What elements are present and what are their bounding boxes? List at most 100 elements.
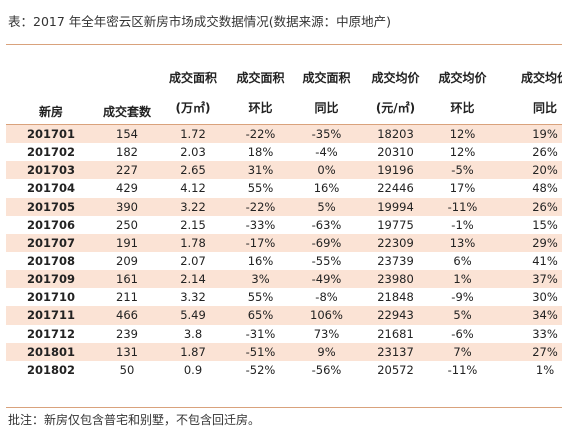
- table-row: 201706 250 2.15 -33% -63% 19775 -1% 15%: [6, 215, 562, 234]
- month-cell: 201702: [6, 143, 96, 162]
- area-cell: 1.78: [158, 233, 228, 252]
- header-area: 成交面积: [168, 71, 217, 85]
- table-caption: 表：2017 年全年密云区新房市场成交数据情况(数据来源：中原地产): [8, 14, 392, 29]
- header-price-yoy: 成交均价: [520, 71, 562, 85]
- header-area-mom: 成交面积: [236, 71, 285, 85]
- price-yoy-cell: 19%: [494, 124, 562, 144]
- units-cell: 50: [96, 360, 158, 379]
- price-yoy-cell: 33%: [494, 324, 562, 343]
- area-mom-cell: -22%: [228, 124, 293, 144]
- price-mom-cell: -5%: [431, 161, 494, 180]
- table-note: 批注：新房仅包含普宅和别墅，不包含回迁房。: [8, 413, 261, 427]
- bottom-rule: [6, 407, 562, 408]
- area-mom-cell: 3%: [228, 270, 293, 289]
- table-row: 201704 429 4.12 55% 16% 22446 17% 48%: [6, 179, 562, 198]
- table-row: 201709 161 2.14 3% -49% 23980 1% 37%: [6, 270, 562, 289]
- sales-table: 新房 成交套数 成交面积 成交面积 成交面积 成交均价 成交均价 成交均价 (万…: [6, 48, 562, 379]
- table-row: 201708 209 2.07 16% -55% 23739 6% 41%: [6, 251, 562, 271]
- area-mom-cell: 18%: [228, 143, 293, 162]
- month-cell: 201703: [6, 161, 96, 180]
- top-rule: [6, 44, 562, 45]
- price-mom-cell: 13%: [431, 233, 494, 252]
- area-yoy-cell: -69%: [293, 233, 360, 252]
- price-mom-cell: -11%: [431, 360, 494, 379]
- price-cell: 19775: [360, 215, 431, 234]
- area-yoy-cell: 0%: [293, 161, 360, 180]
- area-cell: 2.65: [158, 161, 228, 180]
- area-mom-cell: -17%: [228, 233, 293, 252]
- price-yoy-cell: 20%: [494, 161, 562, 180]
- area-mom-cell: -51%: [228, 342, 293, 361]
- price-yoy-cell: 29%: [494, 233, 562, 252]
- price-mom-cell: 5%: [431, 306, 494, 325]
- price-mom-cell: -9%: [431, 288, 494, 307]
- units-cell: 390: [96, 197, 158, 216]
- area-yoy-cell: 106%: [293, 306, 360, 325]
- month-cell: 201802: [6, 360, 96, 379]
- units-cell: 429: [96, 179, 158, 198]
- price-cell: 20310: [360, 143, 431, 162]
- area-cell: 1.87: [158, 342, 228, 361]
- subheader-area-yoy: 同比: [314, 100, 339, 115]
- table-row: 201701 154 1.72 -22% -35% 18203 12% 19%: [6, 124, 562, 144]
- price-yoy-cell: 30%: [494, 288, 562, 307]
- units-cell: 250: [96, 215, 158, 234]
- table-header: 新房 成交套数 成交面积 成交面积 成交面积 成交均价 成交均价 成交均价 (万…: [6, 48, 562, 125]
- area-mom-cell: 16%: [228, 251, 293, 271]
- price-cell: 21848: [360, 288, 431, 307]
- price-cell: 19994: [360, 197, 431, 216]
- month-cell: 201707: [6, 233, 96, 252]
- area-yoy-cell: -55%: [293, 251, 360, 271]
- units-cell: 154: [96, 124, 158, 144]
- header-area-yoy: 成交面积: [302, 71, 351, 85]
- month-cell: 201701: [6, 124, 96, 144]
- area-cell: 0.9: [158, 360, 228, 379]
- area-yoy-cell: -35%: [293, 124, 360, 144]
- table-row: 201712 239 3.8 -31% 73% 21681 -6% 33%: [6, 324, 562, 343]
- month-cell: 201710: [6, 288, 96, 307]
- area-mom-cell: -52%: [228, 360, 293, 379]
- header-units: 成交套数: [102, 105, 151, 119]
- table-row: 201802 50 0.9 -52% -56% 20572 -11% 1%: [6, 360, 562, 379]
- area-yoy-cell: -8%: [293, 288, 360, 307]
- price-cell: 18203: [360, 124, 431, 144]
- header-price-mom: 成交均价: [438, 71, 487, 85]
- month-cell: 201708: [6, 251, 96, 271]
- price-mom-cell: 12%: [431, 124, 494, 144]
- area-mom-cell: -33%: [228, 215, 293, 234]
- units-cell: 227: [96, 161, 158, 180]
- price-mom-cell: 7%: [431, 342, 494, 361]
- subheader-price-yoy: 同比: [532, 100, 557, 115]
- area-mom-cell: 65%: [228, 306, 293, 325]
- area-mom-cell: 55%: [228, 179, 293, 198]
- units-cell: 211: [96, 288, 158, 307]
- area-cell: 3.32: [158, 288, 228, 307]
- area-yoy-cell: -4%: [293, 143, 360, 162]
- price-cell: 21681: [360, 324, 431, 343]
- month-cell: 201706: [6, 215, 96, 234]
- price-cell: 23137: [360, 342, 431, 361]
- month-cell: 201712: [6, 324, 96, 343]
- table-row: 201705 390 3.22 -22% 5% 19994 -11% 26%: [6, 197, 562, 216]
- subheader-price-unit: (元/㎡): [375, 100, 416, 115]
- month-cell: 201704: [6, 179, 96, 198]
- header-price: 成交均价: [371, 71, 420, 85]
- area-mom-cell: 31%: [228, 161, 293, 180]
- area-yoy-cell: 73%: [293, 324, 360, 343]
- units-cell: 191: [96, 233, 158, 252]
- area-mom-cell: -31%: [228, 324, 293, 343]
- area-cell: 3.8: [158, 324, 228, 343]
- price-yoy-cell: 48%: [494, 179, 562, 198]
- table-body: 201701 154 1.72 -22% -35% 18203 12% 19% 201702 18…: [6, 124, 562, 379]
- units-cell: 466: [96, 306, 158, 325]
- price-yoy-cell: 15%: [494, 215, 562, 234]
- price-cell: 22446: [360, 179, 431, 198]
- table-row: 201703 227 2.65 31% 0% 19196 -5% 20%: [6, 161, 562, 180]
- area-yoy-cell: 16%: [293, 179, 360, 198]
- price-mom-cell: 1%: [431, 270, 494, 289]
- price-mom-cell: 17%: [431, 179, 494, 198]
- area-yoy-cell: 9%: [293, 342, 360, 361]
- price-yoy-cell: 26%: [494, 197, 562, 216]
- price-mom-cell: 12%: [431, 143, 494, 162]
- price-mom-cell: -6%: [431, 324, 494, 343]
